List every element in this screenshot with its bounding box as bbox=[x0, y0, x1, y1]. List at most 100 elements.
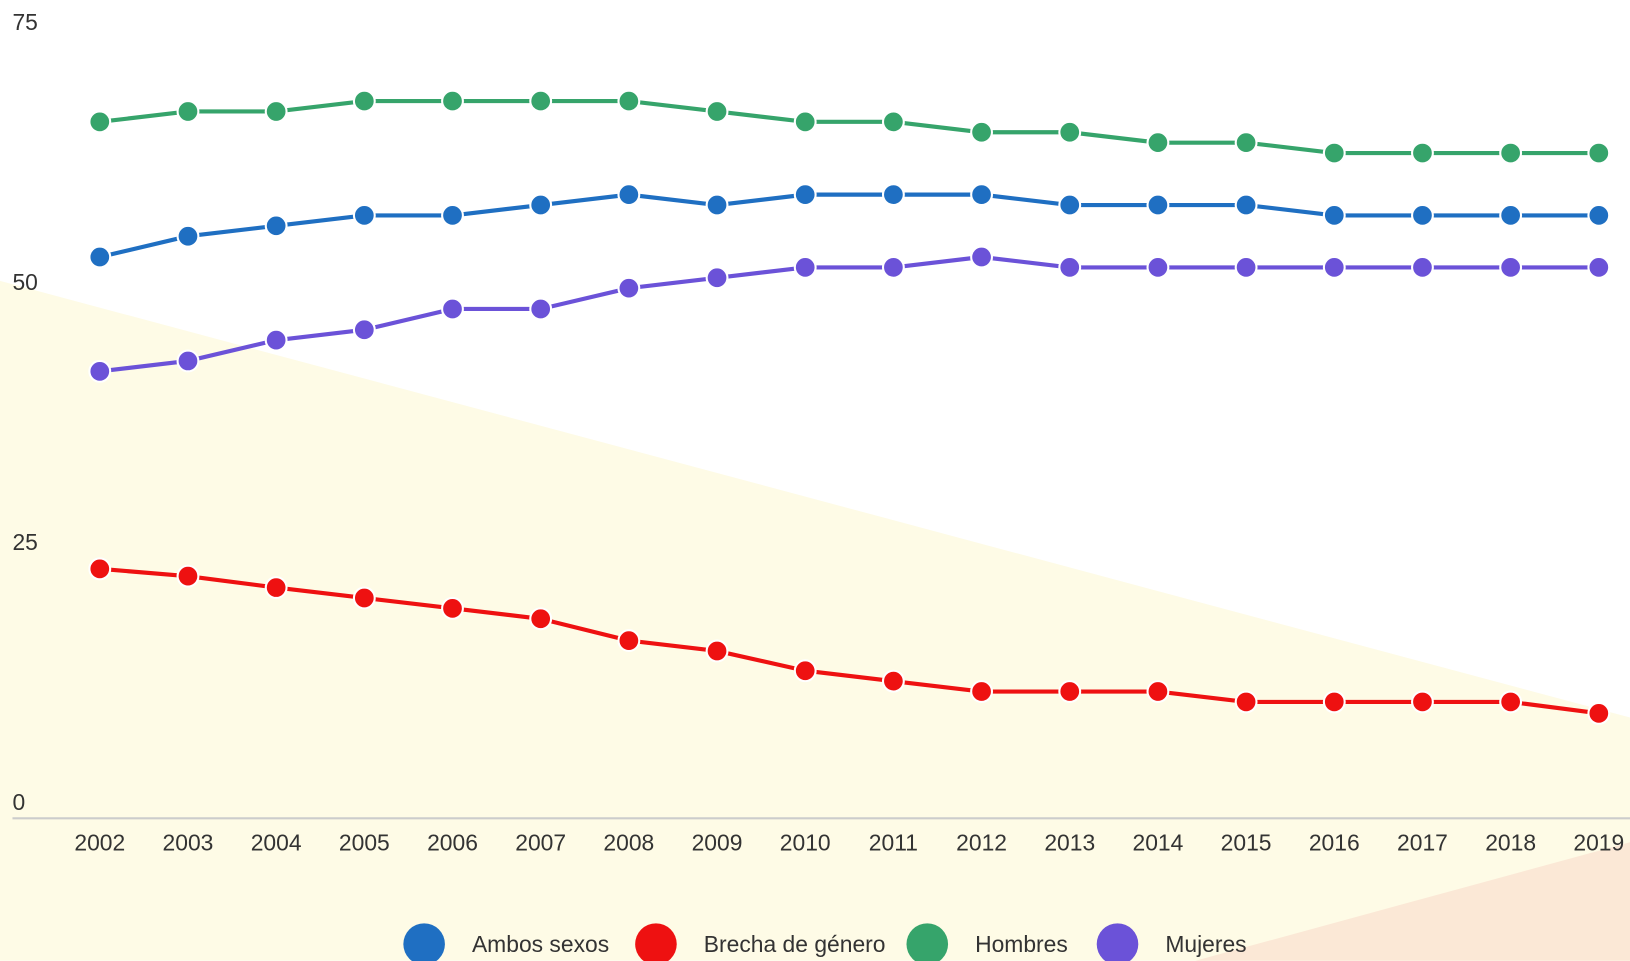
legend-swatch bbox=[403, 923, 445, 961]
data-point bbox=[1322, 690, 1346, 714]
data-point bbox=[970, 120, 994, 144]
x-tick-label: 2010 bbox=[780, 829, 831, 855]
x-tick-label: 2003 bbox=[163, 829, 214, 855]
x-tick-label: 2019 bbox=[1573, 829, 1624, 855]
x-tick-label: 2018 bbox=[1485, 829, 1536, 855]
data-point bbox=[1587, 203, 1611, 227]
data-point bbox=[441, 89, 464, 113]
data-point bbox=[88, 359, 112, 383]
x-tick-label: 2016 bbox=[1309, 829, 1360, 855]
data-point bbox=[881, 669, 905, 693]
data-point bbox=[176, 349, 200, 373]
data-point bbox=[529, 89, 553, 113]
x-tick-label: 2004 bbox=[251, 829, 302, 855]
data-point bbox=[1234, 193, 1258, 217]
data-point bbox=[970, 245, 994, 269]
data-point bbox=[176, 224, 200, 248]
data-point bbox=[1146, 255, 1170, 279]
data-point bbox=[793, 659, 817, 683]
data-point bbox=[1499, 255, 1523, 279]
data-point bbox=[1146, 131, 1170, 155]
x-tick-label: 2013 bbox=[1044, 829, 1095, 855]
data-point bbox=[881, 255, 905, 279]
data-point bbox=[1322, 203, 1346, 227]
data-point bbox=[441, 203, 464, 227]
data-point bbox=[1587, 141, 1611, 165]
y-tick-label: 75 bbox=[12, 9, 37, 35]
data-point bbox=[1499, 203, 1523, 227]
data-point bbox=[1587, 701, 1611, 725]
data-point bbox=[352, 318, 376, 342]
data-point bbox=[793, 183, 817, 207]
legend-swatch bbox=[635, 923, 677, 961]
data-point bbox=[1058, 193, 1082, 217]
data-point bbox=[1587, 255, 1611, 279]
x-tick-label: 2014 bbox=[1132, 829, 1183, 855]
data-point bbox=[970, 183, 994, 207]
x-tick-label: 2017 bbox=[1397, 829, 1448, 855]
data-point bbox=[1234, 690, 1258, 714]
data-point bbox=[176, 564, 200, 588]
y-tick-label: 25 bbox=[12, 529, 37, 555]
data-point bbox=[441, 596, 464, 620]
data-point bbox=[1411, 690, 1434, 714]
data-point bbox=[705, 193, 729, 217]
data-point bbox=[705, 266, 729, 290]
legend-swatch bbox=[1096, 923, 1139, 961]
x-tick-label: 2009 bbox=[692, 829, 743, 855]
data-point bbox=[705, 639, 729, 663]
data-point bbox=[529, 607, 553, 631]
legend-label: Mujeres bbox=[1165, 931, 1246, 957]
data-point bbox=[529, 297, 553, 321]
data-point bbox=[1322, 141, 1346, 165]
x-tick-label: 2012 bbox=[956, 829, 1007, 855]
legend-label: Hombres bbox=[975, 931, 1068, 957]
data-point bbox=[1058, 680, 1082, 703]
x-tick-label: 2007 bbox=[515, 829, 566, 855]
x-tick-label: 2005 bbox=[339, 829, 390, 855]
y-tick-label: 50 bbox=[12, 269, 37, 295]
data-point bbox=[617, 183, 641, 207]
background-shape bbox=[0, 280, 1630, 961]
series-line bbox=[99, 566, 1600, 716]
data-point bbox=[881, 183, 905, 207]
y-tick-label: 0 bbox=[12, 789, 25, 815]
x-tick-label: 2015 bbox=[1221, 829, 1272, 855]
x-tick-label: 2011 bbox=[869, 829, 918, 855]
data-point bbox=[1411, 255, 1434, 279]
data-point bbox=[793, 255, 817, 279]
data-point bbox=[264, 328, 288, 352]
data-point bbox=[88, 110, 112, 134]
data-point bbox=[88, 557, 112, 581]
data-point bbox=[617, 89, 641, 113]
data-point bbox=[970, 680, 994, 703]
data-point bbox=[1234, 131, 1258, 155]
series-line bbox=[99, 98, 1599, 156]
data-point bbox=[176, 100, 200, 123]
x-tick-label: 2008 bbox=[603, 829, 654, 855]
data-point bbox=[264, 576, 288, 600]
data-point bbox=[793, 110, 817, 134]
data-point bbox=[264, 100, 288, 123]
data-point bbox=[264, 214, 288, 238]
series-line bbox=[99, 192, 1599, 260]
legend-label: Ambos sexos bbox=[472, 931, 609, 957]
data-point bbox=[352, 203, 376, 227]
data-point bbox=[441, 297, 464, 321]
data-point bbox=[88, 245, 112, 269]
x-tick-label: 2006 bbox=[427, 829, 478, 855]
data-point bbox=[529, 193, 553, 217]
data-point bbox=[617, 276, 641, 300]
data-point bbox=[1234, 255, 1258, 279]
data-point bbox=[352, 89, 376, 113]
data-point bbox=[1146, 193, 1170, 217]
data-point bbox=[1146, 680, 1170, 703]
data-point bbox=[1058, 255, 1082, 279]
legend-label: Brecha de género bbox=[704, 931, 886, 957]
data-point bbox=[1058, 120, 1082, 144]
data-point bbox=[352, 586, 376, 610]
data-point bbox=[1499, 690, 1523, 714]
data-point bbox=[881, 110, 905, 134]
legend-swatch bbox=[906, 923, 949, 961]
